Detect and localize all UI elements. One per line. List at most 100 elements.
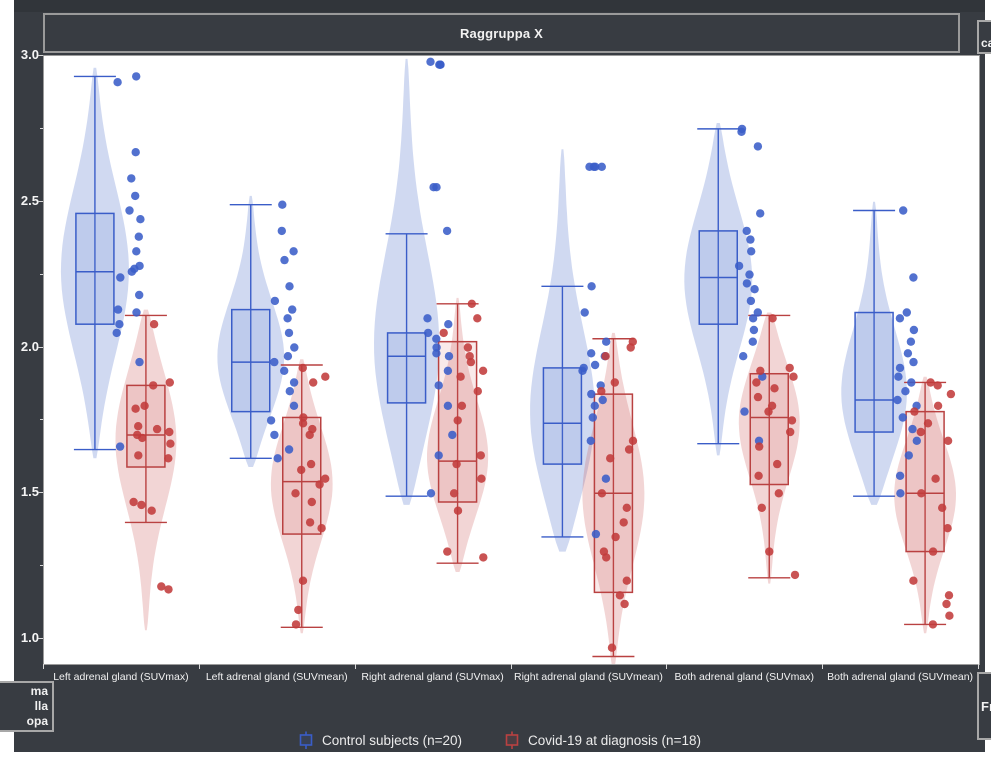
data-point — [742, 226, 751, 236]
data-point — [113, 78, 122, 87]
legend-label: Covid-19 at diagnosis (n=18) — [527, 732, 701, 748]
data-point — [297, 465, 306, 475]
data-point — [602, 337, 611, 346]
data-point — [479, 553, 488, 562]
next-facet-header-fragment: ca — [977, 20, 991, 54]
data-point — [157, 582, 166, 591]
data-point — [138, 433, 147, 443]
data-point — [619, 518, 628, 527]
data-point — [273, 454, 282, 463]
data-point — [290, 343, 299, 352]
legend-item-control[interactable]: Control subjects (n=20) — [298, 731, 462, 750]
data-point — [606, 454, 615, 463]
data-point — [895, 471, 905, 480]
data-point — [790, 570, 800, 580]
data-point — [622, 503, 631, 512]
data-point — [477, 474, 486, 483]
data-point — [734, 261, 744, 271]
x-category-label: Left adrenal gland (SUVmax) — [53, 671, 189, 683]
data-point — [280, 255, 289, 265]
data-point — [432, 349, 441, 358]
data-point — [615, 591, 625, 600]
data-point — [928, 547, 938, 556]
plot-area[interactable] — [43, 55, 980, 665]
data-point — [277, 226, 286, 236]
data-point — [597, 489, 607, 498]
data-point — [442, 226, 452, 236]
data-point — [164, 585, 173, 594]
data-point — [132, 247, 141, 256]
data-point — [938, 503, 947, 512]
data-point — [289, 401, 299, 410]
next-facet-title-text: ca — [981, 36, 991, 50]
data-point — [926, 378, 935, 387]
data-point — [270, 296, 280, 306]
data-point — [774, 489, 783, 498]
data-point — [906, 337, 916, 346]
data-point — [908, 424, 917, 434]
data-point — [601, 352, 610, 361]
data-point — [317, 524, 326, 533]
data-point — [285, 387, 294, 396]
data-point — [439, 328, 448, 338]
data-point — [753, 142, 763, 151]
data-point — [478, 366, 488, 375]
x-tick-mark — [43, 664, 44, 669]
y-tick-label: 2.0 — [20, 338, 39, 354]
data-point — [748, 337, 757, 346]
facet-title: Raggruppa X — [459, 25, 544, 41]
x-category-label: Both adrenal gland (SUVmean) — [827, 671, 974, 683]
data-point — [291, 489, 300, 498]
data-point — [165, 378, 174, 387]
data-point — [754, 471, 763, 480]
data-point — [740, 407, 749, 416]
data-point — [907, 378, 916, 387]
y-minor-tick-mark — [40, 565, 43, 567]
data-point — [753, 392, 763, 402]
data-point — [134, 422, 143, 431]
data-point — [467, 299, 476, 308]
y-tick-label: 2.5 — [20, 192, 39, 208]
next-facet-label-fragment: Fr — [977, 672, 991, 740]
data-point — [112, 328, 121, 338]
y-tick-label: 1.5 — [20, 484, 39, 500]
data-point — [895, 314, 905, 323]
data-point — [134, 451, 143, 460]
data-point — [321, 474, 330, 483]
legend-item-covid[interactable]: Covid-19 at diagnosis (n=18) — [504, 731, 701, 750]
data-point — [748, 314, 758, 323]
data-point — [284, 328, 294, 338]
data-point — [443, 366, 453, 375]
data-point — [270, 357, 279, 367]
violin-plot-svg[interactable] — [44, 56, 979, 664]
x-tick-mark — [666, 664, 668, 669]
data-point — [444, 352, 454, 361]
data-point — [898, 413, 907, 422]
data-point — [448, 430, 457, 440]
data-point — [610, 378, 619, 387]
data-point — [753, 308, 762, 317]
data-point — [746, 235, 755, 244]
data-point — [426, 57, 435, 66]
data-point — [132, 308, 141, 317]
box-1-4 — [749, 372, 789, 486]
legend-label: Control subjects (n=20) — [322, 732, 462, 748]
data-point — [453, 416, 462, 425]
data-point — [909, 357, 918, 367]
data-point — [131, 404, 140, 413]
data-point — [628, 436, 638, 445]
box-0-3 — [542, 367, 583, 465]
data-point — [626, 343, 635, 352]
data-point — [443, 401, 453, 410]
data-point — [916, 427, 925, 437]
data-point — [768, 314, 777, 323]
x-category-label: Both adrenal gland (SUVmax) — [674, 671, 815, 683]
data-point — [578, 366, 587, 375]
data-point — [449, 489, 459, 498]
x-category-label: Right adrenal gland (SUVmax) — [361, 671, 504, 683]
data-point — [432, 183, 441, 192]
data-point — [917, 489, 926, 498]
data-point — [789, 372, 798, 381]
data-point — [611, 532, 620, 542]
data-point — [166, 439, 175, 448]
